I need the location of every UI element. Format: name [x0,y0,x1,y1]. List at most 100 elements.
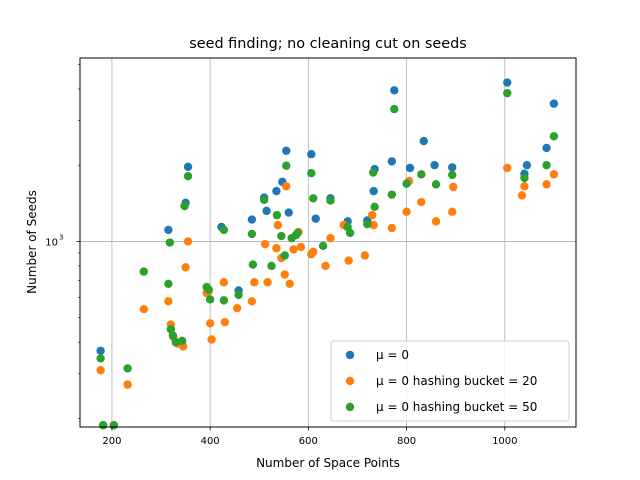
series-2-point [344,256,353,265]
series-3-point [318,241,328,251]
series-2-point [164,297,173,306]
series-1-point [369,186,378,196]
series-2-point [263,278,272,287]
series-1-point [522,160,532,170]
series-1-point [262,206,271,216]
legend-marker-2 [345,376,355,386]
series-1-point [164,225,173,235]
series-3-point [259,195,269,204]
series-2-point [387,223,397,233]
series-2-point [123,380,132,389]
series-2-point [517,191,527,200]
legend-label-2: μ = 0 hashing bucket = 20 [376,374,537,388]
series-2-point [402,207,411,216]
series-3-point [277,231,286,241]
series-1-point [390,86,399,95]
x-tick-label: 200 [102,436,121,447]
series-1-point [272,186,281,196]
series-3-point [123,364,132,373]
series-1-point [387,157,397,166]
series-2-point [503,163,512,173]
series-1-point [307,150,316,159]
series-3-point [307,168,316,178]
legend-marker-1 [345,350,355,360]
x-tick-label: 400 [201,436,220,447]
series-2-point [296,242,306,252]
series-2-point [183,237,193,246]
series-3-point [326,196,335,205]
series-3-point [293,228,302,238]
series-3-point [168,331,178,340]
series-3-point [272,210,282,220]
series-2-point [549,170,559,179]
series-1-point [503,78,512,87]
series-2-point [207,335,216,344]
series-3-point [248,260,258,269]
series-3-point [165,238,175,247]
series-2-point [250,278,259,287]
series-2-point [289,245,298,254]
y-tick-exponent: 3 [59,233,63,241]
x-tick-label: 600 [299,436,318,447]
series-3-point [387,190,397,199]
series-3-point [282,161,291,170]
series-2-point [449,182,458,192]
series-2-point [360,251,370,260]
series-2-point [219,278,229,287]
series-3-point [390,104,399,114]
series-2-point [417,197,426,207]
series-3-point [204,285,213,294]
series-3-point [98,421,108,430]
series-2-point [260,240,270,249]
series-2-point [542,180,551,189]
x-axis-label: Number of Space Points [256,456,400,470]
series-3-point [247,229,257,239]
series-3-point [503,88,512,98]
plot-frame [79,57,577,428]
series-3-point [549,132,559,141]
series-3-point [448,170,457,180]
series-2-point [520,182,529,191]
series-3-point [109,421,119,430]
series-2-point [96,366,105,375]
series-2-point [272,244,281,253]
series-1-point [247,215,257,224]
series-3-point [219,296,229,305]
series-2-point [282,182,291,191]
series-3-point [180,201,189,211]
series-2-point [232,303,242,313]
series-2-point [273,220,283,230]
series-1-point [542,143,551,153]
series-3-point [520,173,529,183]
series-3-point [219,225,229,235]
legend-marker-3 [345,402,355,412]
x-tick-label: 1000 [492,436,517,447]
series-3-point [309,194,318,203]
series-3-point [234,290,243,300]
series-3-point [171,337,180,347]
axis-ticks: 200 400 600 800 1000 10 3 [45,64,518,447]
series-3-point [363,219,372,229]
x-tick-label: 800 [397,436,416,447]
series-3-point [280,251,289,260]
series-1-point [282,146,291,155]
series-2-point [448,207,457,216]
series-2-point [181,263,190,272]
series-3-point [96,354,105,363]
series-3-point [368,168,378,177]
y-tick-label: 10 [45,237,58,248]
series-3-point [431,180,441,189]
data-points [96,78,559,430]
series-3-point [417,170,426,179]
series-3-point [267,261,276,271]
series-2-point [205,319,215,328]
series-1-point [284,208,293,217]
series-1-point [419,136,428,146]
series-2-point [309,247,318,256]
series-3-point [345,228,355,238]
series-3-point [402,179,411,188]
y-axis-label: Number of Seeds [25,190,39,294]
series-2-point [247,297,257,306]
series-1-point [311,214,320,223]
